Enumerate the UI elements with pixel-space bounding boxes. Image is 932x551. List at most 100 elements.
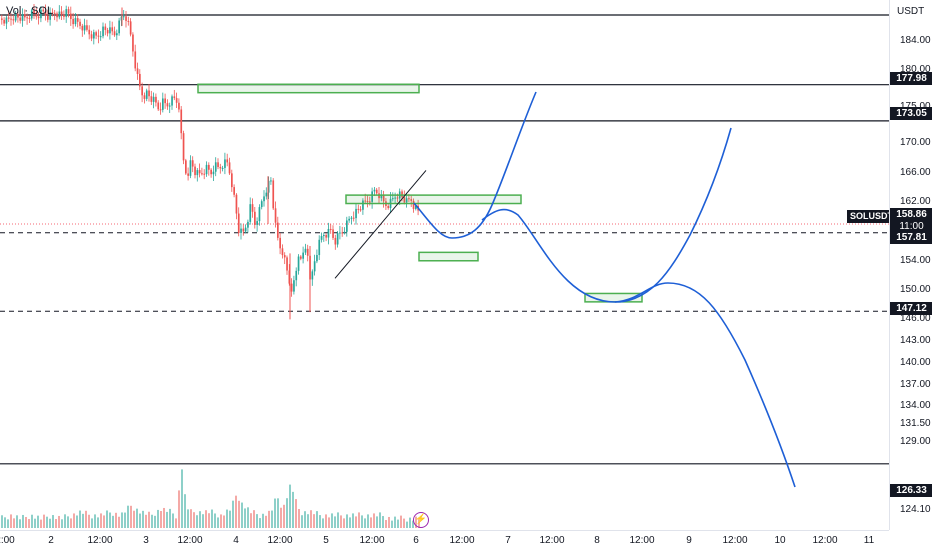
time-axis[interactable]: 2:00 2 12:00 3 12:00 4 12:00 5 12:00 6 12:00 7 12:00… <box>0 530 889 551</box>
candle-body <box>256 221 258 225</box>
candle-body <box>201 173 203 175</box>
volume-bar <box>142 510 144 528</box>
volume-bar <box>181 469 183 528</box>
candle-body <box>136 68 139 74</box>
candle-body <box>173 96 176 99</box>
volume-bar <box>256 514 258 528</box>
candle-body <box>346 220 348 232</box>
candle-body <box>387 205 390 209</box>
time-tick: 3 <box>143 535 149 546</box>
candle-body <box>191 160 194 167</box>
chart-pane[interactable]: Vol · SOL ⚡ SOLUSDT <box>0 0 889 530</box>
candle-body <box>116 33 118 36</box>
volume-bar <box>262 513 264 528</box>
volume-bar <box>34 518 36 528</box>
level-price-tag: 157.81 <box>890 231 932 244</box>
candle-body <box>392 198 394 200</box>
volume-bar <box>277 498 279 528</box>
candle-body <box>272 180 275 209</box>
candle-body <box>288 270 291 284</box>
volume-bar <box>391 520 393 528</box>
candle-body <box>187 173 189 176</box>
time-tick: 12:00 <box>629 535 655 546</box>
volume-bar <box>169 508 171 528</box>
candle-body <box>10 18 12 20</box>
candle-body <box>219 166 222 169</box>
candle-body <box>178 102 180 110</box>
volume-bar <box>67 516 69 528</box>
candle-body <box>102 26 104 37</box>
volume-bar <box>211 509 213 528</box>
volume-bar <box>385 520 387 528</box>
volume-bar <box>199 511 201 528</box>
volume-bar <box>397 519 399 528</box>
candle-body <box>143 95 146 99</box>
candle-body <box>148 90 150 97</box>
volume-bar <box>250 513 252 528</box>
price-tick: 134.00 <box>900 399 931 411</box>
volume-bar <box>70 518 72 528</box>
volume-bar <box>253 510 255 528</box>
candle-body <box>251 204 254 212</box>
candle-body <box>217 162 219 167</box>
candle-body <box>258 207 261 222</box>
candle-body <box>171 96 173 106</box>
candle-body <box>33 10 35 14</box>
volume-bar <box>334 516 336 528</box>
candle-body <box>95 32 97 36</box>
price-tick: 162.00 <box>900 195 931 207</box>
candle-body <box>37 16 40 19</box>
candle-body <box>90 34 93 39</box>
volume-bar <box>76 515 78 528</box>
volume-bar <box>175 518 177 528</box>
volume-bar <box>37 515 39 528</box>
price-tick: 154.00 <box>900 254 931 266</box>
candle-body <box>260 201 263 208</box>
volume-bar <box>313 514 315 528</box>
price-tick: 170.00 <box>900 137 931 149</box>
volume-indicator-label[interactable]: Vol · SOL <box>6 5 54 17</box>
candle-body <box>297 256 300 271</box>
volume-bar <box>280 507 282 528</box>
volume-bar <box>13 518 15 528</box>
volume-bar <box>61 519 63 528</box>
candle-body <box>405 198 408 203</box>
volume-bar <box>223 515 225 528</box>
candle-body <box>134 51 137 69</box>
candle-body <box>70 13 72 19</box>
time-tick: 12:00 <box>359 535 385 546</box>
volume-bar <box>163 507 165 528</box>
price-axis[interactable]: USDT 184.00 180.00 175.00 170.00 166.00 162.0… <box>889 0 932 530</box>
price-chart[interactable] <box>0 0 889 530</box>
candle-body <box>113 31 116 36</box>
volume-bar <box>307 514 309 528</box>
trendline <box>334 170 427 279</box>
volume-bar <box>115 512 117 528</box>
volume-bar <box>52 515 54 528</box>
candle-body <box>221 167 224 169</box>
level-price-tag: 126.33 <box>890 484 932 497</box>
candle-body <box>270 180 272 182</box>
candle-body <box>228 162 231 174</box>
volume-bar <box>340 515 342 528</box>
volume-bar <box>118 516 120 528</box>
candle-body <box>182 133 185 161</box>
candle-body <box>332 229 334 238</box>
candle-body <box>58 11 61 18</box>
candle-body <box>313 261 316 272</box>
candle-body <box>403 196 406 203</box>
candle-body <box>129 21 132 35</box>
volume-bar <box>31 514 33 528</box>
candle-body <box>205 164 208 175</box>
candle-body <box>293 280 295 292</box>
volume-bar <box>1 515 3 528</box>
price-tick: 137.00 <box>900 379 931 391</box>
candle-body <box>341 232 344 234</box>
candle-body <box>352 217 355 219</box>
lightning-icon[interactable]: ⚡ <box>413 512 429 528</box>
volume-bar <box>274 498 276 528</box>
candle-body <box>189 160 192 176</box>
currency-label[interactable]: USDT <box>897 6 925 17</box>
candle-body <box>320 236 323 240</box>
volume-bar <box>346 514 348 528</box>
